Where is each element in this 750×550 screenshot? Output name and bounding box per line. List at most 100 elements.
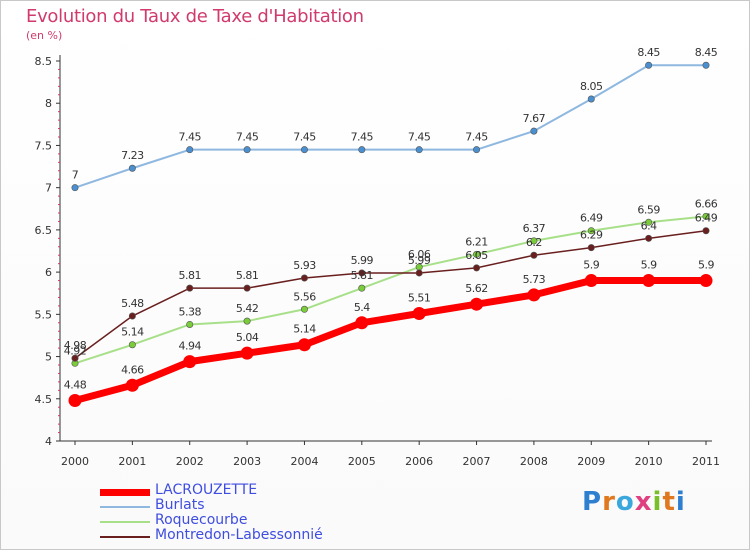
data-label-2: 6.06: [408, 248, 431, 261]
data-point-0: [584, 274, 598, 288]
data-point-0: [240, 346, 254, 360]
y-tick-label: 6: [45, 266, 52, 279]
data-label-3: 5.48: [121, 297, 144, 310]
logo-letter: o: [615, 487, 635, 517]
legend-swatch-montredon: [100, 535, 150, 538]
data-point-3: [128, 312, 136, 320]
data-point-0: [125, 378, 139, 392]
logo-letter: r: [602, 487, 616, 517]
data-point-0: [699, 274, 713, 288]
data-point-2: [300, 305, 308, 313]
data-point-1: [530, 127, 538, 135]
data-point-2: [186, 320, 194, 328]
x-tick-label: 2000: [61, 455, 89, 468]
data-point-0: [297, 338, 311, 352]
data-point-1: [702, 61, 710, 69]
data-label-3: 5.81: [236, 269, 259, 282]
data-label-2: 6.49: [580, 212, 603, 225]
data-point-1: [415, 146, 423, 154]
y-tick-label: 5.5: [35, 308, 53, 321]
data-label-2: 5.14: [121, 326, 144, 339]
data-label-1: 7.23: [121, 149, 144, 162]
data-label-3: 6.49: [695, 212, 718, 225]
x-tick-label: 2006: [405, 455, 433, 468]
data-point-1: [186, 146, 194, 154]
x-tick-label: 2007: [463, 455, 491, 468]
data-point-1: [473, 146, 481, 154]
data-label-0: 4.94: [178, 340, 201, 353]
data-label-3: 6.4: [641, 219, 657, 232]
legend-swatch-burlats: [100, 505, 150, 508]
data-label-1: 7.45: [351, 131, 374, 144]
data-point-1: [243, 146, 251, 154]
logo-letter: x: [634, 487, 653, 517]
data-point-3: [702, 227, 710, 235]
data-point-3: [186, 284, 194, 292]
data-label-1: 8.45: [637, 46, 660, 59]
data-label-0: 4.66: [121, 363, 144, 376]
data-point-3: [300, 274, 308, 282]
data-point-2: [128, 341, 136, 349]
data-point-1: [587, 95, 595, 103]
data-label-3: 6.2: [526, 236, 542, 249]
data-point-2: [702, 212, 710, 220]
legend-label-burlats: Burlats: [155, 497, 205, 513]
data-label-1: 7: [72, 169, 79, 182]
data-label-1: 7.45: [178, 131, 201, 144]
data-point-2: [530, 237, 538, 245]
x-tick-label: 2008: [520, 455, 548, 468]
x-tick-label: 2001: [118, 455, 146, 468]
x-tick-label: 2004: [290, 455, 318, 468]
data-point-0: [470, 297, 484, 311]
data-label-2: 6.37: [523, 222, 546, 235]
data-point-0: [68, 393, 82, 407]
data-label-2: 6.66: [695, 197, 718, 210]
data-label-0: 5.14: [293, 323, 316, 336]
data-label-0: 5.04: [236, 331, 259, 344]
data-label-2: 5.81: [351, 269, 374, 282]
x-tick-label: 2005: [348, 455, 376, 468]
data-point-0: [412, 306, 426, 320]
data-label-1: 7.45: [293, 131, 316, 144]
legend-label-lacrouzette: LACROUZETTE: [155, 482, 258, 498]
data-point-2: [473, 250, 481, 258]
x-tick-label: 2011: [692, 455, 720, 468]
data-point-2: [243, 317, 251, 325]
y-axis-unit-label: (en %): [26, 29, 63, 42]
data-label-0: 5.62: [465, 282, 488, 295]
logo-letter: i: [652, 487, 663, 517]
series-line-3: [74, 229, 707, 359]
data-point-2: [645, 218, 653, 226]
data-point-1: [128, 164, 136, 172]
x-tick-label: 2002: [176, 455, 204, 468]
data-label-0: 4.48: [64, 378, 87, 391]
x-tick-label: 2010: [635, 455, 663, 468]
data-label-2: 6.59: [637, 203, 660, 216]
data-point-2: [587, 227, 595, 235]
data-point-1: [300, 146, 308, 154]
data-point-3: [530, 251, 538, 259]
data-point-3: [71, 354, 79, 362]
data-point-0: [527, 288, 541, 302]
data-label-2: 5.56: [293, 290, 316, 303]
data-label-2: 4.92: [64, 344, 87, 357]
data-label-1: 7.45: [465, 131, 488, 144]
series-line-2: [74, 215, 707, 365]
data-label-0: 5.4: [354, 301, 370, 314]
data-label-0: 5.51: [408, 291, 431, 304]
y-tick-label: 8.5: [35, 55, 53, 68]
y-tick-label: 6.5: [35, 224, 53, 237]
legend-swatch-roquecourbe: [100, 520, 150, 523]
data-point-1: [358, 146, 366, 154]
data-label-2: 6.21: [465, 235, 488, 248]
legend-swatch-lacrouzette: [100, 488, 150, 496]
data-label-3: 5.93: [293, 259, 316, 272]
data-point-1: [71, 184, 79, 192]
data-label-3: 5.81: [178, 269, 201, 282]
logo-letter: i: [675, 487, 686, 517]
data-label-0: 5.9: [698, 259, 714, 272]
data-label-0: 5.73: [523, 273, 546, 286]
data-point-3: [587, 244, 595, 252]
